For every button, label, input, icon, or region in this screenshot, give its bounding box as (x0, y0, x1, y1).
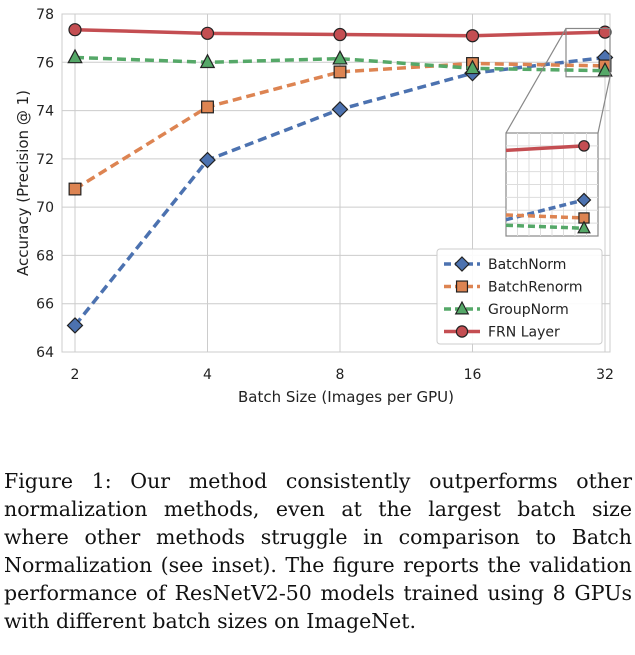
x-tick-label: 4 (203, 367, 212, 383)
x-tick-label: 32 (596, 367, 614, 383)
legend-item: BatchNorm (444, 256, 566, 273)
data-point (331, 101, 349, 118)
y-tick-label: 70 (36, 200, 54, 216)
data-point (200, 26, 215, 40)
accuracy-chart: 64 66 68 70 72 74 76 78 2 4 8 16 32 Batch Size (Imag… (14, 7, 614, 406)
legend-item: BatchRenorm (444, 280, 583, 296)
series-group (66, 23, 614, 334)
data-point (465, 29, 480, 43)
inset-data-point (576, 192, 592, 208)
inset-data-point (577, 220, 591, 234)
data-point (67, 48, 83, 64)
legend-box (436, 248, 603, 345)
tick-labels: 64 66 68 70 72 74 76 78 2 4 8 16 32 (36, 7, 614, 383)
series-groupnorm (67, 48, 613, 77)
legend-label: GroupNorm (488, 302, 569, 318)
y-tick-label: 64 (36, 345, 54, 361)
inset (505, 27, 611, 237)
connector-line (597, 76, 611, 134)
data-point (68, 23, 82, 37)
data-point (68, 182, 82, 196)
series-line (74, 61, 606, 191)
legend-marker (454, 256, 470, 272)
legend-item: GroupNorm (444, 300, 569, 318)
x-tick-label: 2 (71, 367, 80, 383)
legend-marker (455, 325, 469, 338)
x-tick-label: 16 (464, 367, 482, 383)
inset-series-line (505, 213, 585, 220)
data-point (464, 59, 481, 75)
y-tick-label: 72 (36, 152, 54, 168)
legend-label: BatchNorm (488, 257, 566, 273)
data-point (333, 65, 347, 79)
data-point (199, 53, 216, 69)
inset-series-line (505, 223, 585, 231)
data-point (333, 27, 347, 42)
x-tick-label: 8 (336, 367, 345, 383)
data-point (597, 61, 613, 77)
y-tick-label: 76 (36, 55, 54, 71)
y-tick-label: 66 (36, 297, 54, 313)
legend-label: FRN Layer (488, 325, 560, 341)
legend-marker (455, 280, 469, 293)
y-axis-label: Accuracy (Precision @ 1) (14, 90, 32, 276)
y-tick-label: 78 (36, 7, 54, 23)
inset-series-line (505, 144, 585, 153)
x-axis-label: Batch Size (Images per GPU) (238, 388, 454, 406)
data-point (66, 317, 84, 334)
y-tick-label: 74 (36, 104, 54, 120)
inset-data-point (578, 140, 590, 152)
zoom-box (565, 27, 611, 78)
y-tick-label: 68 (36, 248, 54, 264)
data-point (598, 25, 612, 39)
data-point (201, 100, 214, 114)
legend-marker (454, 300, 470, 315)
legend-item: FRN Layer (444, 325, 560, 341)
series-frn-layer (68, 23, 612, 43)
data-point (332, 49, 348, 65)
series-line (74, 55, 606, 73)
legend-label: BatchRenorm (488, 280, 583, 296)
figure-caption: Figure 1: Our method consistently outper… (4, 469, 632, 633)
data-point (199, 151, 216, 169)
legend: BatchNorm BatchRenorm GroupNorm FRN Layer (436, 248, 603, 345)
connector-line (505, 28, 567, 134)
